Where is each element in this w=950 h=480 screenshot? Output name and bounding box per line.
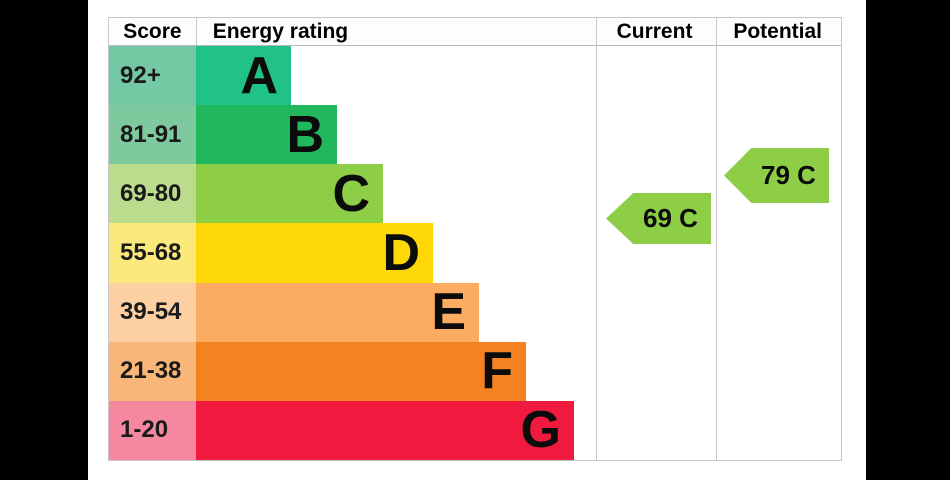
band-bar-e: E [196, 282, 479, 342]
potential-rating-label: 79 C [761, 160, 816, 190]
epc-table: Score Energy rating Current Potential 92… [108, 17, 842, 461]
band-bar-d: D [196, 223, 433, 283]
band-bar-area: C [196, 164, 841, 224]
band-bar-area: G [196, 400, 841, 460]
band-bar-area: D [196, 223, 841, 283]
band-row: 1-20 G [109, 400, 841, 460]
band-row: 69-80 C [109, 164, 841, 224]
band-score-range: 69-80 [109, 164, 196, 224]
band-row: 21-38 F [109, 341, 841, 401]
band-letter: B [286, 105, 324, 164]
band-score-range: 81-91 [109, 105, 196, 165]
band-letter: C [332, 164, 370, 223]
current-rating-label: 69 C [643, 203, 698, 233]
band-bar-b: B [196, 105, 337, 165]
table-header: Score Energy rating Current Potential [109, 18, 841, 46]
band-score-range: 92+ [109, 46, 196, 106]
band-row: 55-68 D [109, 223, 841, 283]
band-row: 39-54 E [109, 282, 841, 342]
band-row: 92+ A [109, 46, 841, 106]
header-potential: Potential [733, 19, 823, 43]
band-bar-c: C [196, 164, 383, 224]
header-current: Current [616, 19, 693, 43]
band-bar-area: A [196, 46, 841, 106]
band-bar-f: F [196, 341, 526, 401]
band-letter: A [240, 46, 278, 105]
band-letter: D [382, 223, 420, 282]
band-score-range: 21-38 [109, 341, 196, 401]
right-black-panel [866, 0, 950, 480]
band-rows: 92+ A 81-91 B 69-80 C 55-68 D 39-54 E 21-38 F 1-20 G [109, 46, 841, 460]
band-score-range: 1-20 [109, 400, 196, 460]
left-black-panel [0, 0, 88, 480]
band-bar-a: A [196, 46, 291, 106]
band-bar-g: G [196, 400, 574, 460]
header-energy-rating: Energy rating [195, 18, 595, 45]
band-row: 81-91 B [109, 105, 841, 165]
band-bar-area: E [196, 282, 841, 342]
band-bar-area: B [196, 105, 841, 165]
band-letter: G [520, 401, 561, 460]
current-column-divider [596, 18, 597, 460]
header-score: Score [123, 19, 182, 43]
band-score-range: 55-68 [109, 223, 196, 283]
potential-column-divider [716, 18, 717, 460]
band-bar-area: F [196, 341, 841, 401]
band-score-range: 39-54 [109, 282, 196, 342]
band-letter: F [481, 342, 513, 401]
band-letter: E [431, 283, 466, 342]
